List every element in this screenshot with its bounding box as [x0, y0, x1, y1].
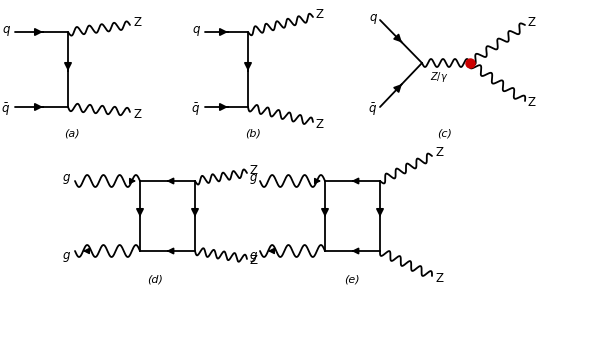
Text: Z: Z — [316, 118, 324, 130]
Text: (b): (b) — [245, 128, 261, 138]
Text: Z: Z — [435, 147, 443, 159]
Text: (e): (e) — [344, 275, 360, 285]
Text: q: q — [370, 10, 377, 24]
Text: Z: Z — [250, 254, 258, 268]
Text: $\bar{q}$: $\bar{q}$ — [368, 102, 377, 118]
Text: Z: Z — [133, 17, 141, 30]
Text: q: q — [193, 24, 200, 36]
Text: g: g — [63, 249, 70, 263]
Text: Z: Z — [316, 8, 324, 22]
Text: Z: Z — [527, 96, 535, 110]
Text: Z: Z — [527, 17, 535, 30]
Text: $Z/\gamma$: $Z/\gamma$ — [430, 70, 448, 84]
Text: (c): (c) — [438, 128, 453, 138]
Text: q: q — [2, 24, 10, 36]
Text: Z: Z — [133, 108, 141, 121]
Text: g: g — [249, 249, 257, 263]
Text: $\bar{q}$: $\bar{q}$ — [1, 102, 10, 118]
Text: (a): (a) — [64, 128, 80, 138]
Text: (d): (d) — [147, 275, 163, 285]
Text: g: g — [249, 171, 257, 184]
Text: Z: Z — [435, 273, 443, 285]
Text: $\bar{q}$: $\bar{q}$ — [191, 102, 200, 118]
Text: g: g — [63, 171, 70, 184]
Text: Z: Z — [250, 164, 258, 178]
